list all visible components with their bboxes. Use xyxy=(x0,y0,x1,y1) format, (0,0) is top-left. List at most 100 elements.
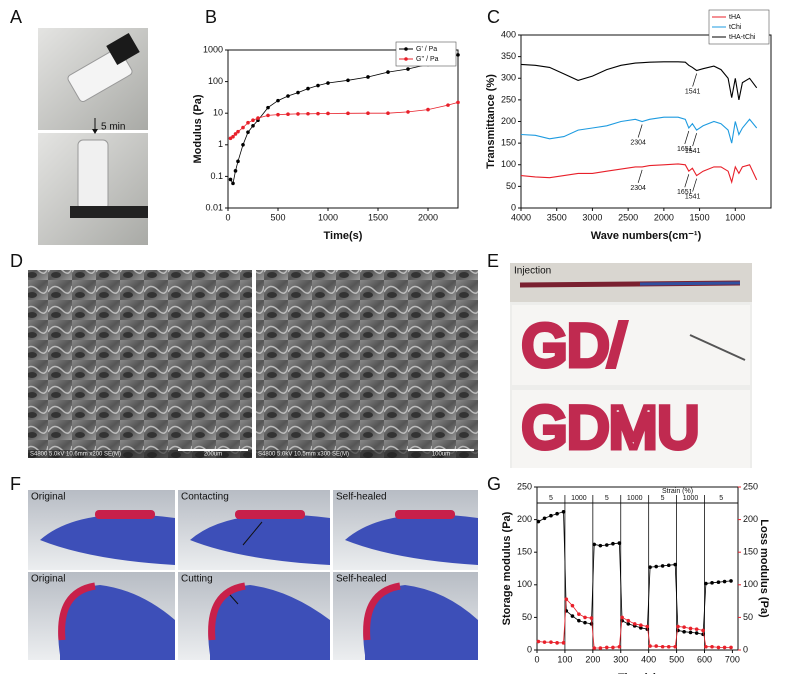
marker xyxy=(592,542,597,547)
marker xyxy=(346,78,350,83)
marker xyxy=(426,107,430,112)
y-tick-label: 50 xyxy=(522,612,532,622)
y2-axis-label: Loss modulus (Pa) xyxy=(758,519,770,618)
y-tick-label: 1 xyxy=(218,139,223,149)
needle xyxy=(689,334,746,361)
marker xyxy=(276,112,280,117)
marker xyxy=(673,644,677,649)
marker xyxy=(604,543,609,547)
annotation: 1651 xyxy=(677,189,693,196)
legend-marker xyxy=(404,57,408,61)
marker xyxy=(648,565,652,569)
marker xyxy=(549,513,553,518)
marker xyxy=(611,645,615,650)
marker xyxy=(688,630,693,635)
x-tick-label: 500 xyxy=(270,212,285,222)
marker xyxy=(406,110,410,114)
y-tick-label: 100 xyxy=(517,579,532,589)
x-tick-label: 1000 xyxy=(318,212,338,222)
sem-info-bar xyxy=(256,450,478,458)
marker xyxy=(654,564,659,569)
panel-label: C xyxy=(487,7,500,27)
panel-label: A xyxy=(10,7,22,27)
glove xyxy=(40,514,175,565)
marker xyxy=(246,130,250,135)
marker xyxy=(456,100,460,105)
marker xyxy=(456,53,460,57)
series-line xyxy=(520,61,758,101)
glove xyxy=(58,585,176,660)
caption: Injection xyxy=(514,266,551,277)
series-line xyxy=(520,116,758,144)
marker xyxy=(617,644,622,649)
marker xyxy=(542,640,547,644)
y-tick-label: 0 xyxy=(527,644,532,654)
marker xyxy=(286,112,290,116)
photo-caption: Original xyxy=(31,492,65,503)
y-tick-label: 250 xyxy=(517,481,532,491)
y2-tick-label: 150 xyxy=(743,547,758,557)
marker xyxy=(326,111,330,116)
photo-grid xyxy=(28,490,478,660)
annotation-arrow xyxy=(692,178,697,192)
marker xyxy=(577,612,581,616)
y-tick-label: 400 xyxy=(501,29,516,39)
strain-label: 5 xyxy=(719,495,723,502)
marker xyxy=(710,581,714,585)
y-tick-label: 200 xyxy=(517,514,532,524)
marker xyxy=(231,134,235,139)
x-tick-label: 400 xyxy=(641,654,656,664)
x-tick-label: 0 xyxy=(534,654,539,664)
marker xyxy=(648,644,652,648)
marker xyxy=(266,113,270,118)
panel-label: G xyxy=(487,474,501,494)
marker xyxy=(555,641,559,645)
marker xyxy=(704,581,708,586)
marker xyxy=(660,644,665,649)
y-tick-label: 200 xyxy=(501,116,516,126)
y-tick-label: 0 xyxy=(511,202,516,212)
marker xyxy=(406,67,410,71)
marker xyxy=(316,111,320,116)
x-tick-label: 700 xyxy=(725,654,740,664)
annotation-arrow xyxy=(637,124,643,138)
marker xyxy=(666,563,671,568)
y2-tick-label: 200 xyxy=(743,514,758,524)
marker xyxy=(386,111,390,115)
hydrogel xyxy=(395,510,455,519)
series-line xyxy=(538,511,732,635)
marker xyxy=(710,644,714,649)
marker xyxy=(604,645,609,650)
x-tick-label: 3500 xyxy=(547,212,567,222)
marker xyxy=(654,644,659,648)
marker xyxy=(694,631,699,635)
x-tick-label: 200 xyxy=(585,654,600,664)
marker xyxy=(617,541,622,545)
legend-label: G'' / Pa xyxy=(416,56,439,63)
marker xyxy=(570,614,575,618)
series-line xyxy=(230,102,459,139)
panel-label: B xyxy=(205,7,217,27)
y2-tick-label: 100 xyxy=(743,579,758,589)
marker xyxy=(564,597,569,601)
glove xyxy=(190,514,330,565)
marker xyxy=(611,541,615,546)
arrow xyxy=(242,521,263,546)
marker xyxy=(583,620,587,625)
photo-plate xyxy=(512,390,750,468)
annotation-arrow xyxy=(637,169,643,184)
annotation-arrow xyxy=(692,73,697,87)
y-axis-label: Storage modulus (Pa) xyxy=(501,511,513,625)
marker xyxy=(233,132,238,136)
marker xyxy=(577,618,581,623)
y-tick-label: 50 xyxy=(506,181,516,191)
sem-info: S4800 5.0kV 10.6mm x200 SE(M) xyxy=(30,452,121,458)
marker xyxy=(366,75,370,79)
hydrogel xyxy=(235,510,305,519)
y-tick-label: 100 xyxy=(501,159,516,169)
marker xyxy=(570,603,575,608)
marker xyxy=(549,640,553,644)
annotation-arrow xyxy=(684,174,690,188)
marker xyxy=(536,519,541,524)
